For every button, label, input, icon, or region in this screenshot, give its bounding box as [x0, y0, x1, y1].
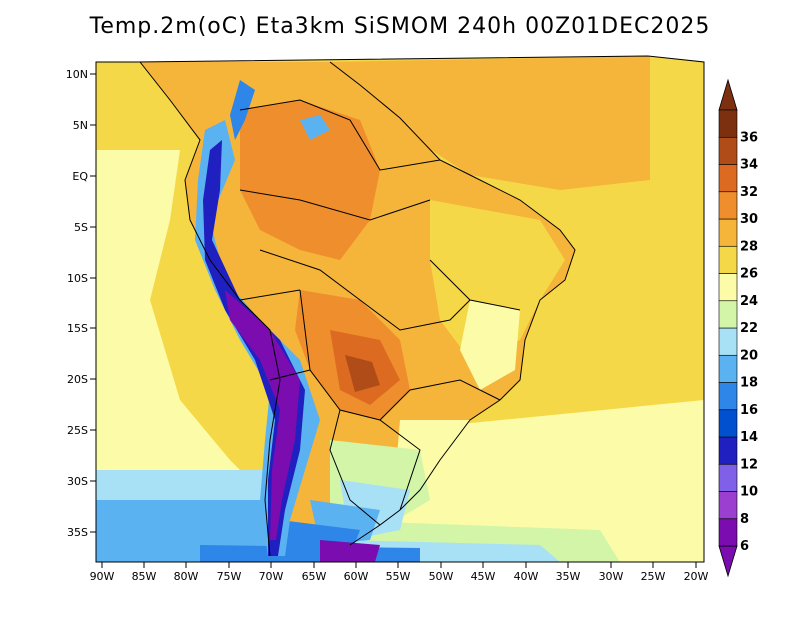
- colorbar-label: 12: [740, 457, 758, 472]
- map-field: [96, 56, 704, 562]
- colorbar-segment: [718, 136, 738, 165]
- colorbar-label: 30: [740, 212, 758, 227]
- lon-tick-label: 35W: [556, 570, 581, 583]
- colorbar-segment: [718, 327, 738, 356]
- lon-tick-label: 55W: [386, 570, 411, 583]
- lon-tick-label: 30W: [599, 570, 624, 583]
- colorbar-label: 26: [740, 267, 758, 282]
- lon-tick-label: 25W: [641, 570, 666, 583]
- colorbar-label: 36: [740, 130, 758, 145]
- lat-tick-label: EQ: [72, 170, 88, 183]
- colorbar-segment: [718, 463, 738, 492]
- lat-tick-label: 15S: [67, 322, 88, 335]
- colorbar-label: 16: [740, 403, 758, 418]
- colorbar-label: 24: [740, 294, 758, 309]
- colorbar-segment: [718, 273, 738, 302]
- map-frame: [95, 55, 705, 563]
- lon-tick-label: 50W: [429, 570, 454, 583]
- lon-tick-label: 20W: [684, 570, 709, 583]
- colorbar-segment: [718, 300, 738, 329]
- colorbar-segment: [718, 354, 738, 383]
- colorbar-segment: [718, 518, 738, 547]
- colorbar-label: 8: [740, 512, 749, 527]
- colorbar-label: 18: [740, 376, 758, 391]
- colorbar-segment: [718, 382, 738, 411]
- colorbar-bottom-arrow: [718, 545, 738, 578]
- colorbar-segment: [718, 245, 738, 274]
- colorbar-segment: [718, 164, 738, 193]
- colorbar-label: 34: [740, 158, 758, 173]
- lat-tick-label: 30S: [67, 475, 88, 488]
- colorbar-label: 32: [740, 185, 758, 200]
- colorbar-label: 6: [740, 539, 749, 554]
- colorbar-label: 14: [740, 430, 758, 445]
- map-title: Temp.2m(oC) Eta3km SiSMOM 240h 00Z01DEC2…: [89, 14, 711, 39]
- lat-tick-label: 10N: [66, 68, 88, 81]
- colorbar-segment: [718, 191, 738, 220]
- lon-tick-label: 60W: [344, 570, 369, 583]
- lat-tick-label: 25S: [67, 424, 88, 437]
- colorbar-segment: [718, 218, 738, 247]
- lon-tick-label: 45W: [471, 570, 496, 583]
- colorbar-label: 28: [740, 239, 758, 254]
- colorbar-segment: [718, 409, 738, 438]
- lat-tick-label: 20S: [67, 373, 88, 386]
- lon-tick-label: 75W: [217, 570, 242, 583]
- colorbar-top-arrow: [718, 78, 738, 111]
- lon-tick-label: 70W: [259, 570, 284, 583]
- longitude-axis: 90W 85W 80W 75W 70W 65W 60W 55W 50W 45W …: [90, 562, 709, 583]
- colorbar-label: 10: [740, 485, 758, 500]
- lon-tick-label: 40W: [514, 570, 539, 583]
- lon-tick-label: 65W: [302, 570, 327, 583]
- lon-tick-label: 85W: [132, 570, 157, 583]
- lat-tick-label: 10S: [67, 272, 88, 285]
- lat-tick-label: 35S: [67, 526, 88, 539]
- lon-tick-label: 80W: [174, 570, 199, 583]
- lat-tick-label: 5N: [73, 119, 88, 132]
- lat-tick-label: 5S: [74, 221, 88, 234]
- colorbar-label: 20: [740, 348, 758, 363]
- colorbar: 6 8 10 12 14 16 18 20 22 24 26 28 30 32 34 36: [718, 78, 758, 578]
- latitude-axis: 10N 5N EQ 5S 10S 15S 20S 25S 30S 35S: [66, 68, 96, 539]
- colorbar-segment: [718, 491, 738, 520]
- lon-tick-label: 90W: [90, 570, 115, 583]
- colorbar-segment: [718, 109, 738, 138]
- colorbar-label: 22: [740, 321, 758, 336]
- colorbar-segment: [718, 436, 738, 465]
